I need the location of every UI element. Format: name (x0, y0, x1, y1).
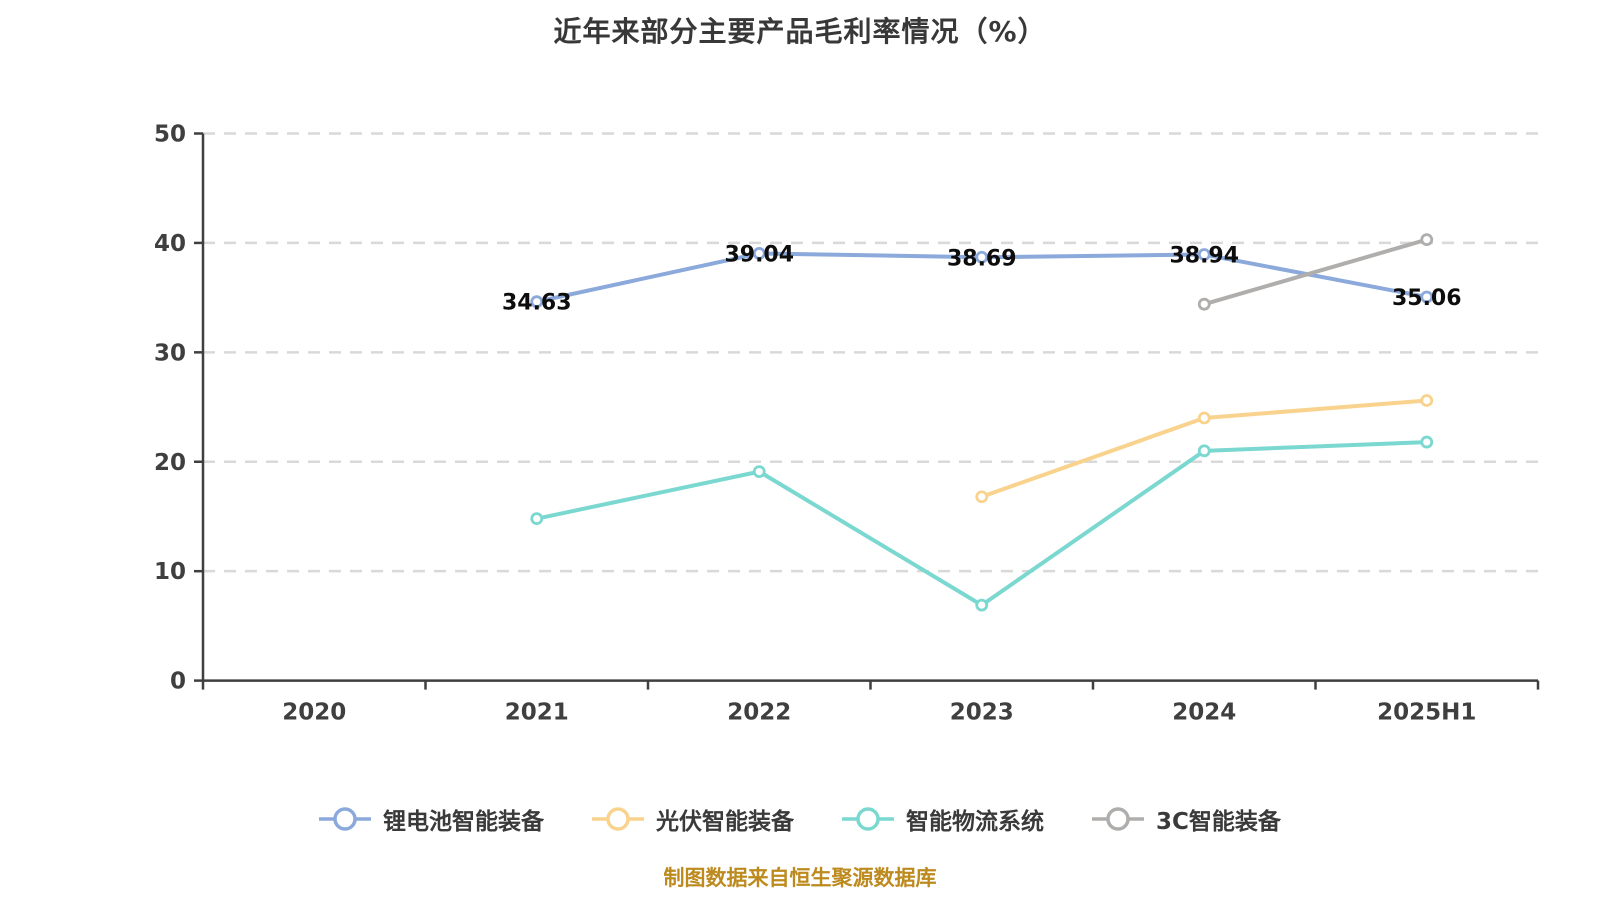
legend-item-1[interactable]: 光伏智能装备 (592, 802, 794, 836)
series-line-1 (975, 394, 1434, 504)
x-tick-label: 2025H1 (1377, 700, 1476, 726)
data-point-marker (1420, 394, 1434, 407)
data-point-marker (752, 247, 766, 260)
y-tick-label: 10 (154, 559, 186, 585)
data-point-marker (1197, 411, 1211, 425)
x-tick-label: 2022 (727, 700, 791, 726)
series-line-2 (530, 435, 1434, 612)
data-point-marker (752, 465, 766, 479)
data-point-label: 35.06 (1392, 286, 1462, 311)
legend-marker-icon (592, 807, 645, 831)
legend-marker-icon (319, 807, 372, 831)
y-tick-label: 50 (154, 122, 186, 148)
data-point-label: 39.04 (724, 242, 794, 267)
x-tick-label: 2021 (505, 700, 569, 726)
legend-item-3[interactable]: 3C智能装备 (1092, 802, 1281, 836)
data-point-marker (1420, 290, 1434, 304)
x-tick-label: 2020 (282, 700, 346, 726)
data-point-marker (975, 598, 989, 612)
line-chart-plot: 0 10 20 30 40 50 2020 2021 2022 2023 2024 2025H1 34.… (154, 122, 1540, 726)
data-point-label: 34.63 (502, 291, 572, 316)
data-point-marker (530, 512, 544, 526)
data-point-marker (1420, 233, 1434, 247)
data-point-marker (530, 295, 544, 309)
series-path (1202, 237, 1429, 307)
legend-marker-icon (1092, 807, 1145, 831)
data-point-marker (1197, 248, 1211, 261)
series-line-0 (530, 247, 1434, 309)
data-point-label: 38.69 (947, 246, 1017, 271)
gridlines (203, 132, 1538, 573)
x-tick-label: 2024 (1172, 700, 1236, 726)
data-point-marker (975, 250, 989, 264)
data-point-marker (1197, 297, 1211, 311)
legend-label: 锂电池智能装备 (383, 809, 545, 835)
y-tick-label: 30 (154, 340, 186, 366)
legend-label: 智能物流系统 (906, 809, 1045, 835)
data-point-label: 38.94 (1169, 244, 1239, 269)
data-point-marker (975, 490, 989, 504)
chart-legend: 锂电池智能装备 光伏智能装备 智能物流系统 3C智能装备 (0, 802, 1600, 836)
y-tick-label: 0 (170, 669, 186, 695)
x-tick-label: 2023 (950, 700, 1014, 726)
data-point-marker (1197, 444, 1211, 458)
y-tick-label: 20 (154, 450, 186, 476)
series-path (534, 440, 1429, 608)
axes: 0 10 20 30 40 50 2020 2021 2022 2023 2024 2025H1 (154, 122, 1540, 726)
chart-title: 近年来部分主要产品毛利率情况（%） (553, 15, 1047, 48)
legend-label: 光伏智能装备 (656, 809, 795, 835)
legend-item-0[interactable]: 锂电池智能装备 (319, 802, 544, 836)
legend-label: 3C智能装备 (1156, 809, 1281, 835)
legend-marker-icon (842, 807, 895, 831)
y-tick-label: 40 (154, 231, 186, 257)
chart-footer: 制图数据来自恒生聚源数据库 (663, 866, 937, 890)
data-point-marker (1420, 435, 1434, 449)
legend-item-2[interactable]: 智能物流系统 (842, 802, 1044, 836)
series-line-3 (1197, 233, 1434, 311)
